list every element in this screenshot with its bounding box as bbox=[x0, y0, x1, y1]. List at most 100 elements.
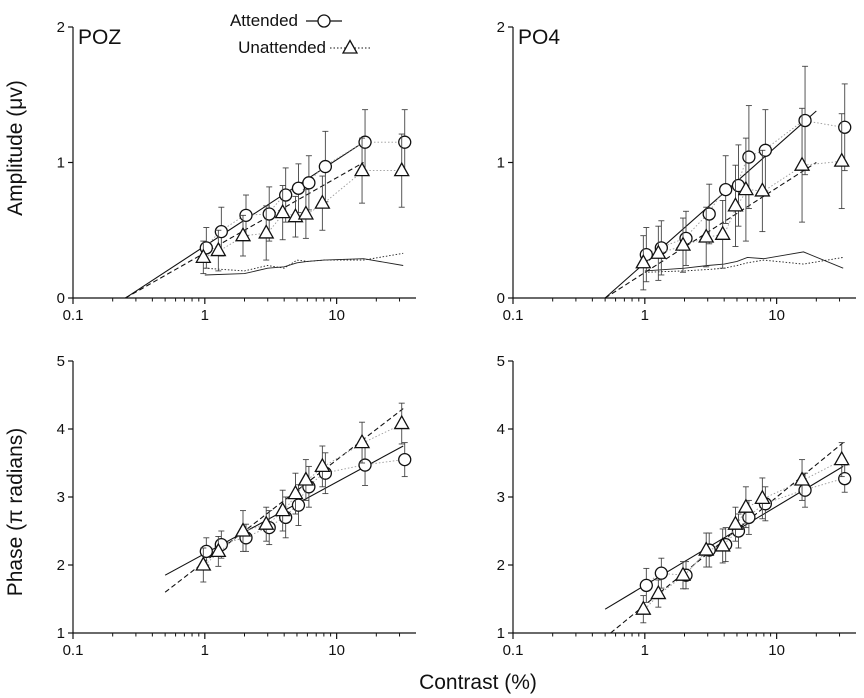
panel-title: POZ bbox=[78, 26, 121, 49]
x-tick-label: 1 bbox=[641, 307, 649, 324]
y-tick-label: 4 bbox=[57, 421, 65, 438]
data-point-unattended bbox=[635, 253, 652, 269]
x-tick-label: 1 bbox=[201, 307, 209, 324]
series-connector bbox=[644, 160, 844, 264]
x-tick-label: 0.1 bbox=[63, 642, 84, 659]
data-point-unattended bbox=[234, 226, 252, 242]
data-point-unattended bbox=[287, 484, 304, 500]
data-point-attended bbox=[702, 207, 716, 221]
y-tick-label: 1 bbox=[57, 625, 65, 642]
data-point-unattended bbox=[297, 205, 315, 220]
data-point-unattended bbox=[698, 228, 715, 243]
y-tick-label: 3 bbox=[497, 489, 505, 506]
data-point-unattended bbox=[274, 203, 291, 219]
noise-line-dotted bbox=[644, 256, 844, 273]
series-connector bbox=[204, 423, 404, 566]
x-tick-label: 0.1 bbox=[503, 307, 524, 324]
fit-line-dashed bbox=[604, 162, 817, 299]
noise-line-solid bbox=[204, 258, 404, 276]
data-point-unattended bbox=[258, 515, 275, 530]
data-point-attended bbox=[291, 181, 306, 195]
data-point-unattended bbox=[258, 224, 275, 239]
data-point-unattended bbox=[195, 248, 212, 263]
panel-title: PO4 bbox=[518, 26, 560, 49]
data-point-attended bbox=[838, 471, 852, 486]
y-tick-label: 1 bbox=[497, 155, 505, 172]
x-tick-label: 10 bbox=[768, 307, 785, 324]
data-point-attended bbox=[798, 113, 812, 128]
data-point-attended bbox=[318, 159, 333, 174]
data-point-unattended bbox=[210, 542, 227, 558]
data-point-unattended bbox=[393, 414, 410, 430]
data-point-attended bbox=[639, 578, 653, 593]
legend-attended-label: Attended bbox=[230, 11, 298, 30]
data-point-attended bbox=[742, 150, 756, 164]
x-tick-label: 10 bbox=[328, 307, 345, 324]
data-point-attended bbox=[838, 120, 852, 134]
y-tick-label: 3 bbox=[57, 489, 65, 506]
data-point-attended bbox=[798, 483, 812, 497]
data-point-unattended bbox=[674, 566, 692, 581]
data-point-attended bbox=[262, 207, 276, 221]
y-tick-label: 4 bbox=[497, 421, 505, 438]
data-point-unattended bbox=[314, 457, 331, 473]
series-connector bbox=[204, 141, 404, 249]
data-point-attended bbox=[358, 458, 372, 472]
data-point-attended bbox=[291, 498, 306, 512]
series-connector bbox=[204, 170, 404, 258]
data-point-unattended bbox=[754, 489, 771, 505]
y-tick-label: 1 bbox=[497, 625, 505, 642]
data-point-unattended bbox=[650, 584, 667, 600]
noise-line-solid bbox=[644, 251, 844, 272]
legend: Attended Unattended bbox=[230, 11, 370, 57]
y-tick-label: 2 bbox=[497, 19, 505, 36]
data-point-unattended bbox=[210, 241, 227, 257]
data-point-unattended bbox=[727, 197, 744, 212]
data-point-unattended bbox=[737, 180, 755, 196]
data-point-unattended bbox=[650, 244, 667, 259]
noise-line-dotted bbox=[204, 252, 404, 272]
data-point-unattended bbox=[833, 152, 850, 167]
x-tick-label: 10 bbox=[328, 642, 345, 659]
data-point-attended bbox=[398, 452, 412, 467]
y-axis-label-phase: Phase (π radians) bbox=[4, 428, 27, 597]
data-point-unattended bbox=[754, 182, 771, 197]
panel-poz-amplitude: 0 1 2 0.1 1 10 POZ bbox=[57, 19, 416, 324]
panel-po4-amplitude: 0 1 2 0.1 1 10 PO4 bbox=[497, 19, 856, 324]
data-point-unattended bbox=[274, 501, 291, 517]
y-tick-label: 2 bbox=[57, 557, 65, 574]
data-point-attended bbox=[398, 135, 412, 149]
x-tick-label: 1 bbox=[641, 642, 649, 659]
data-point-unattended bbox=[393, 161, 410, 177]
data-point-unattended bbox=[833, 450, 850, 466]
legend-unattended-label: Unattended bbox=[238, 38, 326, 57]
fit-line-dashed bbox=[610, 442, 844, 634]
x-tick-label: 0.1 bbox=[63, 307, 84, 324]
y-tick-label: 1 bbox=[57, 155, 65, 172]
data-point-unattended bbox=[737, 498, 755, 513]
x-axis-label: Contrast (%) bbox=[419, 671, 537, 694]
data-point-attended bbox=[654, 566, 668, 580]
y-tick-label: 5 bbox=[497, 353, 505, 370]
y-tick-label: 2 bbox=[57, 19, 65, 36]
data-point-unattended bbox=[793, 471, 811, 486]
data-point-unattended bbox=[314, 194, 331, 209]
series-connector bbox=[644, 478, 844, 586]
data-point-attended bbox=[199, 544, 213, 559]
data-point-unattended bbox=[195, 556, 212, 571]
data-point-unattended bbox=[714, 225, 731, 240]
data-point-attended bbox=[302, 176, 316, 190]
data-point-unattended bbox=[353, 161, 371, 177]
legend-attended-marker bbox=[317, 14, 331, 28]
x-tick-label: 10 bbox=[768, 642, 785, 659]
y-tick-label: 5 bbox=[57, 353, 65, 370]
data-point-attended bbox=[214, 224, 228, 239]
data-point-attended bbox=[742, 510, 756, 525]
data-point-unattended bbox=[674, 236, 692, 251]
y-tick-label: 0 bbox=[57, 290, 65, 307]
legend-unattended-marker bbox=[341, 39, 359, 54]
y-tick-label: 0 bbox=[497, 290, 505, 307]
